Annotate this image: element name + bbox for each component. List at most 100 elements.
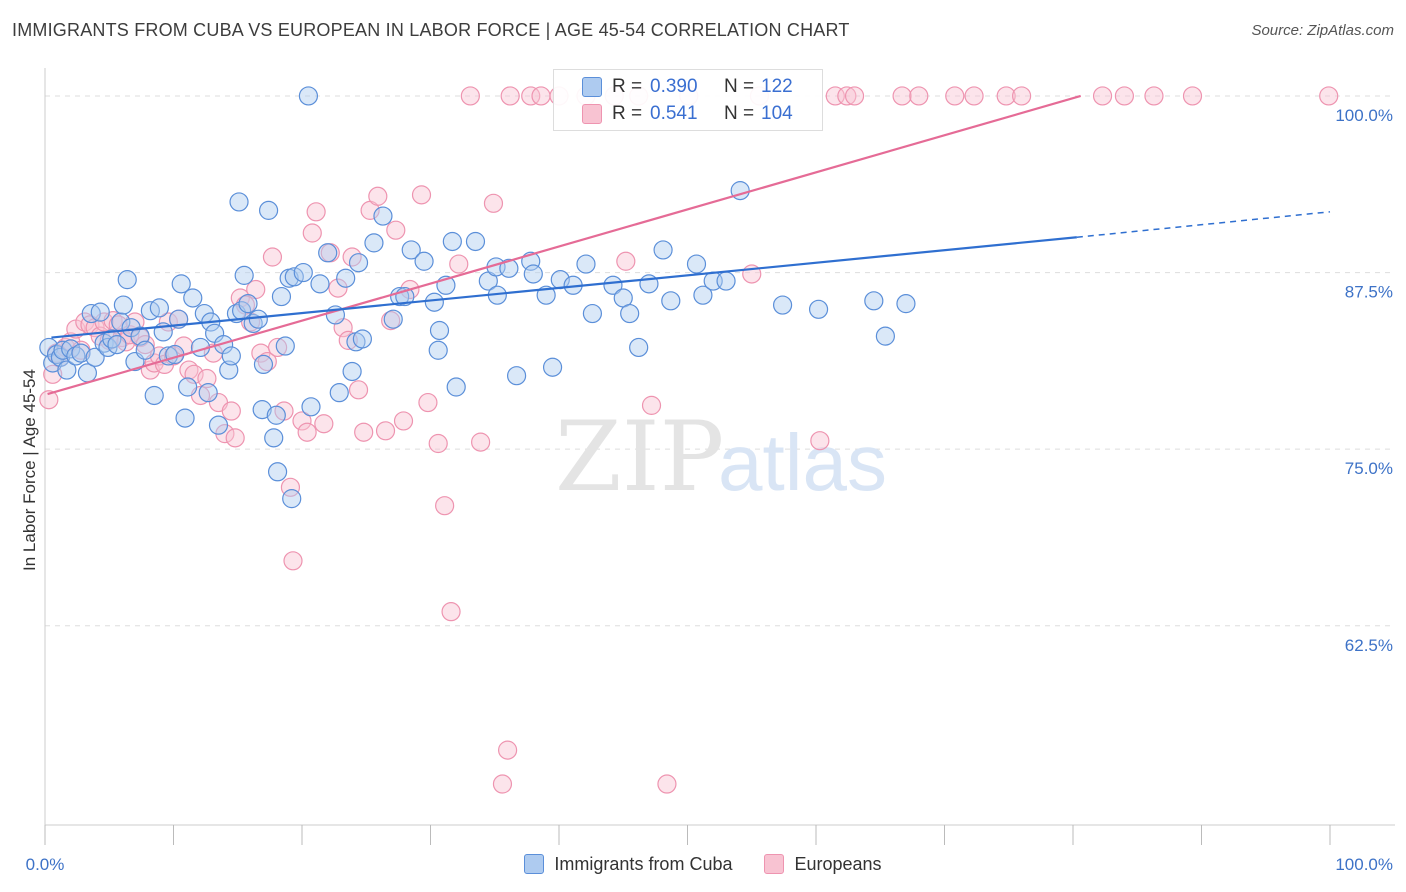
europeans-point bbox=[39, 390, 59, 410]
cuba-point bbox=[329, 383, 349, 403]
cuba-point bbox=[252, 400, 272, 420]
n-value: 122 bbox=[761, 76, 793, 97]
cuba-point bbox=[66, 346, 86, 366]
cuba-point bbox=[198, 383, 218, 403]
cuba-point bbox=[102, 329, 122, 349]
europeans-point bbox=[1114, 86, 1135, 106]
cuba-point bbox=[429, 320, 450, 341]
europeans-point bbox=[449, 254, 469, 274]
legend: Immigrants from Cuba Europeans bbox=[0, 849, 1406, 879]
cuba-point bbox=[293, 262, 313, 283]
cuba-point bbox=[310, 274, 330, 294]
cuba-point bbox=[234, 265, 254, 285]
x-tick-label: 100.0% bbox=[1335, 855, 1393, 874]
europeans-point bbox=[368, 186, 388, 206]
europeans-point bbox=[375, 421, 396, 441]
cuba-point bbox=[772, 295, 793, 315]
europeans-point bbox=[411, 185, 432, 205]
europeans-point bbox=[492, 774, 513, 794]
cuba-point bbox=[171, 274, 191, 294]
europeans-point bbox=[386, 220, 406, 240]
watermark: ZIP atlas bbox=[555, 401, 887, 513]
europeans-swatch bbox=[582, 104, 602, 124]
europeans-point bbox=[306, 202, 326, 222]
cuba-point bbox=[424, 292, 444, 312]
cuba-point bbox=[275, 336, 295, 356]
europeans-point bbox=[441, 602, 461, 622]
cuba-point bbox=[282, 489, 302, 509]
cuba-point bbox=[183, 288, 203, 308]
europeans-point bbox=[262, 247, 283, 267]
cuba-point bbox=[414, 251, 434, 271]
stats-box: R = 0.390 N = 122 R = 0.541 N = 104 bbox=[553, 69, 823, 131]
europeans-point bbox=[810, 431, 830, 451]
r-value: 0.390 bbox=[650, 76, 698, 97]
europeans-point bbox=[909, 86, 929, 106]
watermark-zip: ZIP bbox=[555, 401, 724, 513]
europeans-point bbox=[354, 422, 374, 442]
cuba-point bbox=[582, 303, 603, 324]
cuba-point bbox=[253, 354, 274, 375]
cuba-point bbox=[144, 385, 164, 406]
europeans-point bbox=[837, 86, 857, 106]
cuba-point bbox=[298, 86, 319, 106]
cuba-point bbox=[523, 264, 543, 284]
x-tick-label: 0.0% bbox=[26, 855, 65, 874]
cuba-point bbox=[506, 366, 527, 386]
europeans-point bbox=[521, 86, 541, 106]
cuba-point bbox=[576, 254, 596, 274]
cuba-point bbox=[348, 253, 369, 273]
europeans-point bbox=[292, 411, 312, 431]
cuba-point bbox=[499, 258, 519, 278]
watermark-atlas: atlas bbox=[718, 418, 887, 507]
europeans-point bbox=[393, 411, 414, 431]
cuba-point bbox=[373, 206, 393, 226]
europeans-point bbox=[616, 251, 636, 271]
europeans-point bbox=[197, 368, 217, 389]
cuba-point bbox=[238, 294, 258, 314]
cuba-point bbox=[686, 254, 707, 274]
europeans-point bbox=[500, 86, 520, 106]
europeans-point bbox=[283, 551, 303, 571]
r-label: R = bbox=[612, 103, 643, 124]
legend-item-europeans[interactable]: Europeans bbox=[764, 854, 882, 875]
legend-swatch-europeans bbox=[764, 854, 785, 874]
europeans-point bbox=[471, 432, 491, 452]
europeans-trend-line bbox=[47, 94, 1082, 396]
europeans-point bbox=[460, 86, 480, 106]
trend-lines bbox=[47, 94, 1331, 396]
cuba-point bbox=[629, 337, 649, 358]
cuba-point bbox=[442, 231, 462, 252]
y-tick-label: 87.5% bbox=[1345, 283, 1393, 302]
chart-title: IMMIGRANTS FROM CUBA VS EUROPEAN IN LABO… bbox=[12, 20, 850, 40]
cuba-point bbox=[208, 415, 229, 435]
europeans-point bbox=[657, 774, 677, 794]
cuba-point bbox=[90, 302, 110, 322]
europeans-point bbox=[314, 414, 334, 434]
europeans-point bbox=[1319, 86, 1339, 106]
europeans-point bbox=[428, 433, 448, 454]
legend-item-cuba[interactable]: Immigrants from Cuba bbox=[524, 854, 732, 875]
stats-row-cuba: R = 0.390 N = 122 bbox=[554, 73, 822, 101]
europeans-point bbox=[483, 193, 504, 213]
europeans-point bbox=[328, 278, 348, 298]
europeans-point bbox=[945, 86, 965, 106]
cuba-point bbox=[85, 347, 105, 367]
cuba-point bbox=[248, 309, 268, 329]
n-label: N = bbox=[724, 76, 755, 97]
cuba-point bbox=[465, 231, 486, 252]
europeans-point bbox=[825, 86, 845, 106]
cuba-point bbox=[318, 243, 338, 263]
stats-row-europeans: R = 0.541 N = 104 bbox=[554, 100, 822, 128]
europeans-point bbox=[892, 86, 912, 106]
europeans-point bbox=[1182, 86, 1203, 106]
europeans-point bbox=[1011, 86, 1032, 106]
cuba-point bbox=[301, 397, 321, 417]
cuba-swatch bbox=[582, 77, 602, 97]
cuba-trend-extension bbox=[1076, 211, 1331, 238]
r-label: R = bbox=[612, 76, 643, 97]
cuba-point bbox=[352, 329, 372, 349]
cuba-point bbox=[219, 360, 239, 380]
europeans-point bbox=[844, 86, 865, 106]
